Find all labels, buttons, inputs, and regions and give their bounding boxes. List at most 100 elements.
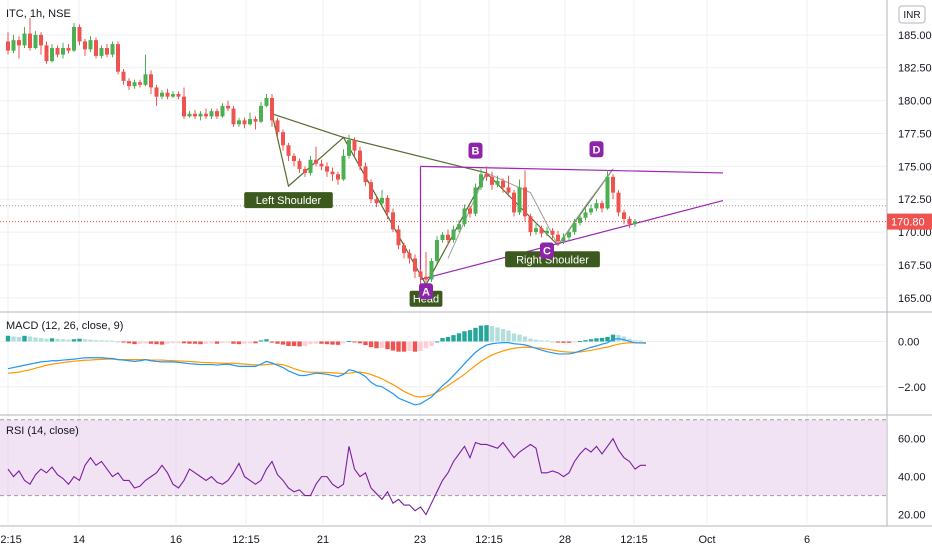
candle[interactable] (385, 195, 390, 219)
candle[interactable] (534, 224, 538, 235)
candle[interactable] (99, 45, 104, 59)
currency-badge[interactable]: INR (898, 5, 926, 24)
candle[interactable] (594, 199, 599, 212)
candle[interactable] (226, 100, 230, 112)
candle[interactable] (583, 208, 588, 221)
candle[interactable] (358, 146, 362, 171)
candle[interactable] (132, 79, 137, 89)
candle[interactable] (231, 105, 236, 127)
candle[interactable] (616, 190, 621, 217)
candle[interactable] (253, 116, 258, 130)
candle[interactable] (127, 78, 131, 91)
candle[interactable] (143, 54, 148, 87)
candle[interactable] (116, 41, 120, 75)
candle[interactable] (605, 170, 610, 210)
candle[interactable] (600, 200, 604, 213)
candle[interactable] (352, 137, 357, 156)
point-marker[interactable]: A (419, 283, 433, 300)
candle[interactable] (539, 225, 544, 238)
candle[interactable] (473, 183, 478, 217)
pattern-label[interactable]: Right Shoulder (505, 251, 600, 268)
candle[interactable] (627, 216, 632, 229)
pattern-label[interactable]: Left Shoulder (244, 192, 333, 209)
candle[interactable] (171, 91, 175, 98)
candle[interactable] (193, 109, 197, 120)
candle[interactable] (501, 178, 505, 193)
candle[interactable] (380, 190, 384, 206)
candle[interactable] (479, 168, 483, 191)
candle[interactable] (391, 208, 395, 233)
candle[interactable] (204, 108, 208, 120)
candle[interactable] (209, 108, 214, 120)
candle[interactable] (187, 111, 192, 118)
candle[interactable] (341, 149, 346, 181)
candle[interactable] (55, 45, 60, 58)
candle[interactable] (220, 103, 225, 118)
candle[interactable] (578, 213, 582, 226)
candle[interactable] (248, 112, 252, 126)
candle[interactable] (567, 229, 571, 240)
candle[interactable] (550, 228, 555, 239)
candle[interactable] (149, 70, 153, 95)
candle[interactable] (72, 23, 76, 52)
candle[interactable] (435, 236, 439, 264)
point-marker[interactable]: C (540, 242, 554, 259)
candle[interactable] (506, 175, 511, 197)
candle[interactable] (28, 17, 32, 51)
candle[interactable] (622, 209, 626, 225)
candle[interactable] (517, 179, 522, 216)
candle[interactable] (402, 242, 406, 259)
candle[interactable] (611, 174, 615, 200)
candle[interactable] (556, 230, 560, 246)
candle[interactable] (451, 225, 456, 243)
candle[interactable] (424, 251, 428, 283)
candle[interactable] (633, 218, 637, 227)
candle[interactable] (165, 88, 170, 100)
candle[interactable] (484, 166, 489, 181)
candle[interactable] (259, 101, 263, 123)
candle[interactable] (468, 205, 472, 218)
point-marker[interactable]: B (468, 142, 483, 159)
point-marker[interactable]: D (589, 141, 604, 158)
candle[interactable] (17, 36, 21, 59)
candle[interactable] (77, 24, 82, 46)
candle[interactable] (198, 111, 203, 121)
candle[interactable] (264, 94, 269, 108)
candle[interactable] (11, 34, 16, 54)
candle[interactable] (215, 108, 219, 120)
candle[interactable] (61, 42, 65, 59)
candle[interactable] (545, 226, 549, 237)
candle[interactable] (413, 254, 417, 279)
candle[interactable] (44, 41, 49, 64)
candle[interactable] (160, 90, 164, 100)
candle[interactable] (561, 233, 566, 244)
candle[interactable] (110, 41, 115, 58)
candle[interactable] (94, 37, 98, 59)
candle[interactable] (303, 166, 307, 177)
candle[interactable] (446, 229, 450, 246)
candle[interactable] (138, 79, 142, 88)
candle[interactable] (66, 44, 71, 54)
candle[interactable] (589, 204, 593, 216)
candle[interactable] (121, 69, 126, 85)
candle[interactable] (512, 190, 516, 217)
candle[interactable] (22, 26, 27, 49)
candle[interactable] (325, 162, 329, 177)
candle[interactable] (39, 32, 43, 55)
candle[interactable] (286, 142, 291, 162)
rsi-pane[interactable] (0, 419, 886, 516)
candle[interactable] (33, 30, 38, 50)
candle[interactable] (440, 232, 445, 243)
candle[interactable] (270, 94, 274, 127)
candle[interactable] (369, 179, 373, 204)
candle[interactable] (297, 158, 302, 173)
candle[interactable] (495, 175, 500, 188)
candle[interactable] (275, 117, 280, 138)
candle[interactable] (330, 167, 335, 181)
candle[interactable] (83, 38, 87, 56)
candle[interactable] (429, 258, 434, 283)
candle[interactable] (407, 249, 412, 264)
candle[interactable] (462, 204, 467, 227)
candle[interactable] (363, 162, 368, 187)
candle[interactable] (50, 44, 54, 63)
